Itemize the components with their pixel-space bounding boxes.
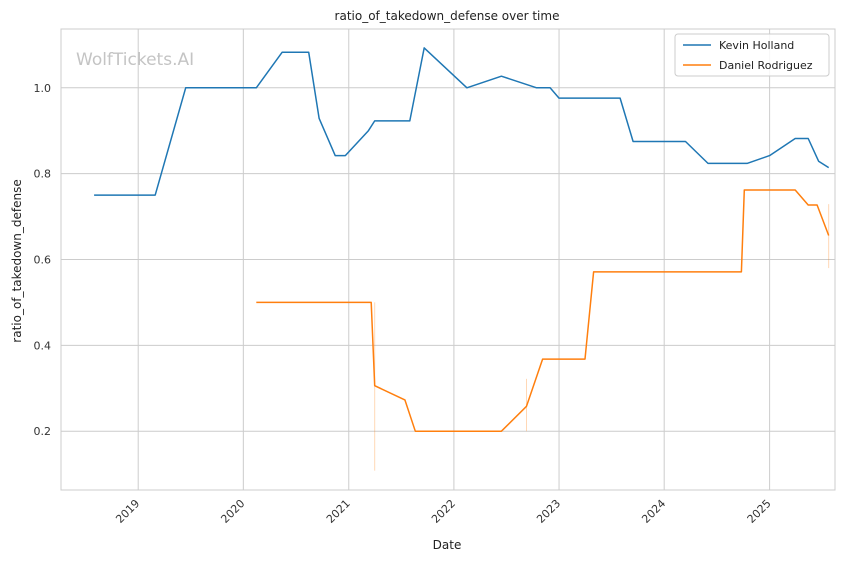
series-line-1 (256, 189, 830, 432)
x-tick-label: 2023 (534, 497, 563, 526)
x-tick-label: 2022 (429, 497, 458, 526)
legend-label: Kevin Holland (719, 39, 794, 52)
y-tick-label: 0.2 (34, 425, 52, 438)
watermark: WolfTickets.AI (76, 50, 194, 70)
y-tick-label: 1.0 (34, 82, 52, 95)
chart-title: ratio_of_takedown_defense over time (335, 9, 560, 23)
y-tick-label: 0.8 (34, 168, 52, 181)
x-tick-label: 2019 (113, 497, 142, 526)
y-tick-label: 0.6 (34, 254, 52, 267)
x-tick-label: 2025 (745, 497, 774, 526)
legend-label: Daniel Rodriguez (719, 59, 813, 72)
plot-frame (60, 28, 836, 491)
x-tick-label: 2021 (324, 497, 353, 526)
x-tick-labels: 2019 2020 2021 2022 2023 2024 2025 (113, 497, 773, 526)
x-tick-label: 2024 (639, 497, 668, 526)
series-line-0 (94, 47, 830, 196)
series-lines (94, 47, 830, 432)
x-tick-label: 2020 (218, 497, 247, 526)
legend: Kevin Holland Daniel Rodriguez (674, 33, 830, 77)
y-axis-label: ratio_of_takedown_defense (10, 179, 24, 342)
legend-box (674, 33, 830, 77)
y-tick-label: 0.4 (34, 339, 52, 352)
x-axis-label: Date (433, 538, 462, 552)
grid-lines (61, 29, 835, 490)
y-tick-labels: 0.2 0.4 0.6 0.8 1.0 (34, 82, 52, 438)
